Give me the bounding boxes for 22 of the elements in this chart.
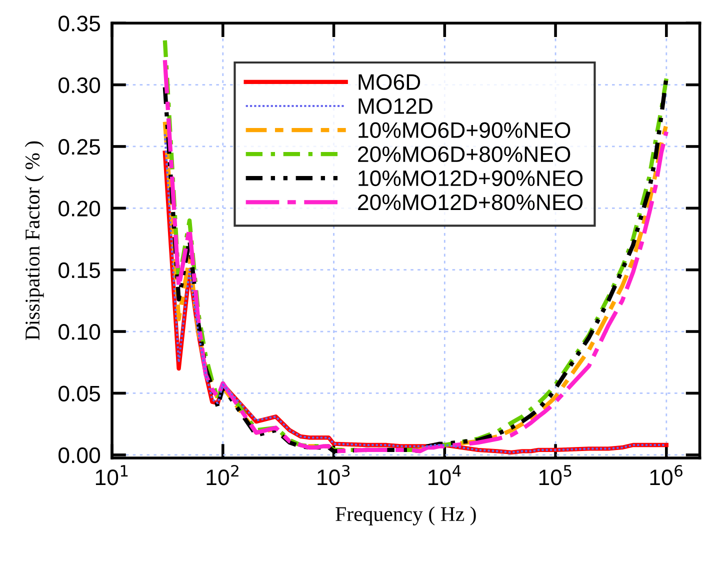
legend-label: MO6D [358, 74, 420, 90]
x-tick-label: 10$^{2}$ [206, 464, 238, 486]
y-tick-label: 0.00 [58, 447, 100, 464]
legend-label: 10%MO12D+90%NEO [358, 170, 583, 186]
y-tick-label: 0.20 [58, 200, 100, 216]
x-tick-label: 10$^{6}$ [650, 464, 682, 486]
legend-label: 20%MO12D+80%NEO [358, 194, 583, 210]
legend-label: MO12D [358, 98, 432, 114]
y-tick-label: 0.15 [58, 262, 100, 278]
legend-label: 10%MO6D+90%NEO [358, 122, 570, 138]
x-tick-label: 10$^{1}$ [96, 465, 128, 486]
y-tick-label: 0.25 [58, 139, 100, 155]
y-tick-label: 0.10 [58, 324, 100, 340]
y-axis-title: Dissipation Factor ( % ) [24, 141, 44, 340]
y-tick-label: 0.30 [58, 77, 100, 94]
y-tick-label: 0.35 [58, 16, 100, 32]
x-tick-label: 10$^{5}$ [539, 465, 572, 486]
x-axis-title: Frequency ( Hz ) [336, 506, 476, 526]
x-tick-label: 10$^{3}$ [318, 464, 350, 486]
y-tick-label: 0.05 [58, 386, 100, 402]
legend-label: 20%MO6D+80%NEO [358, 146, 570, 162]
x-tick-label: 10$^{4}$ [428, 465, 461, 486]
